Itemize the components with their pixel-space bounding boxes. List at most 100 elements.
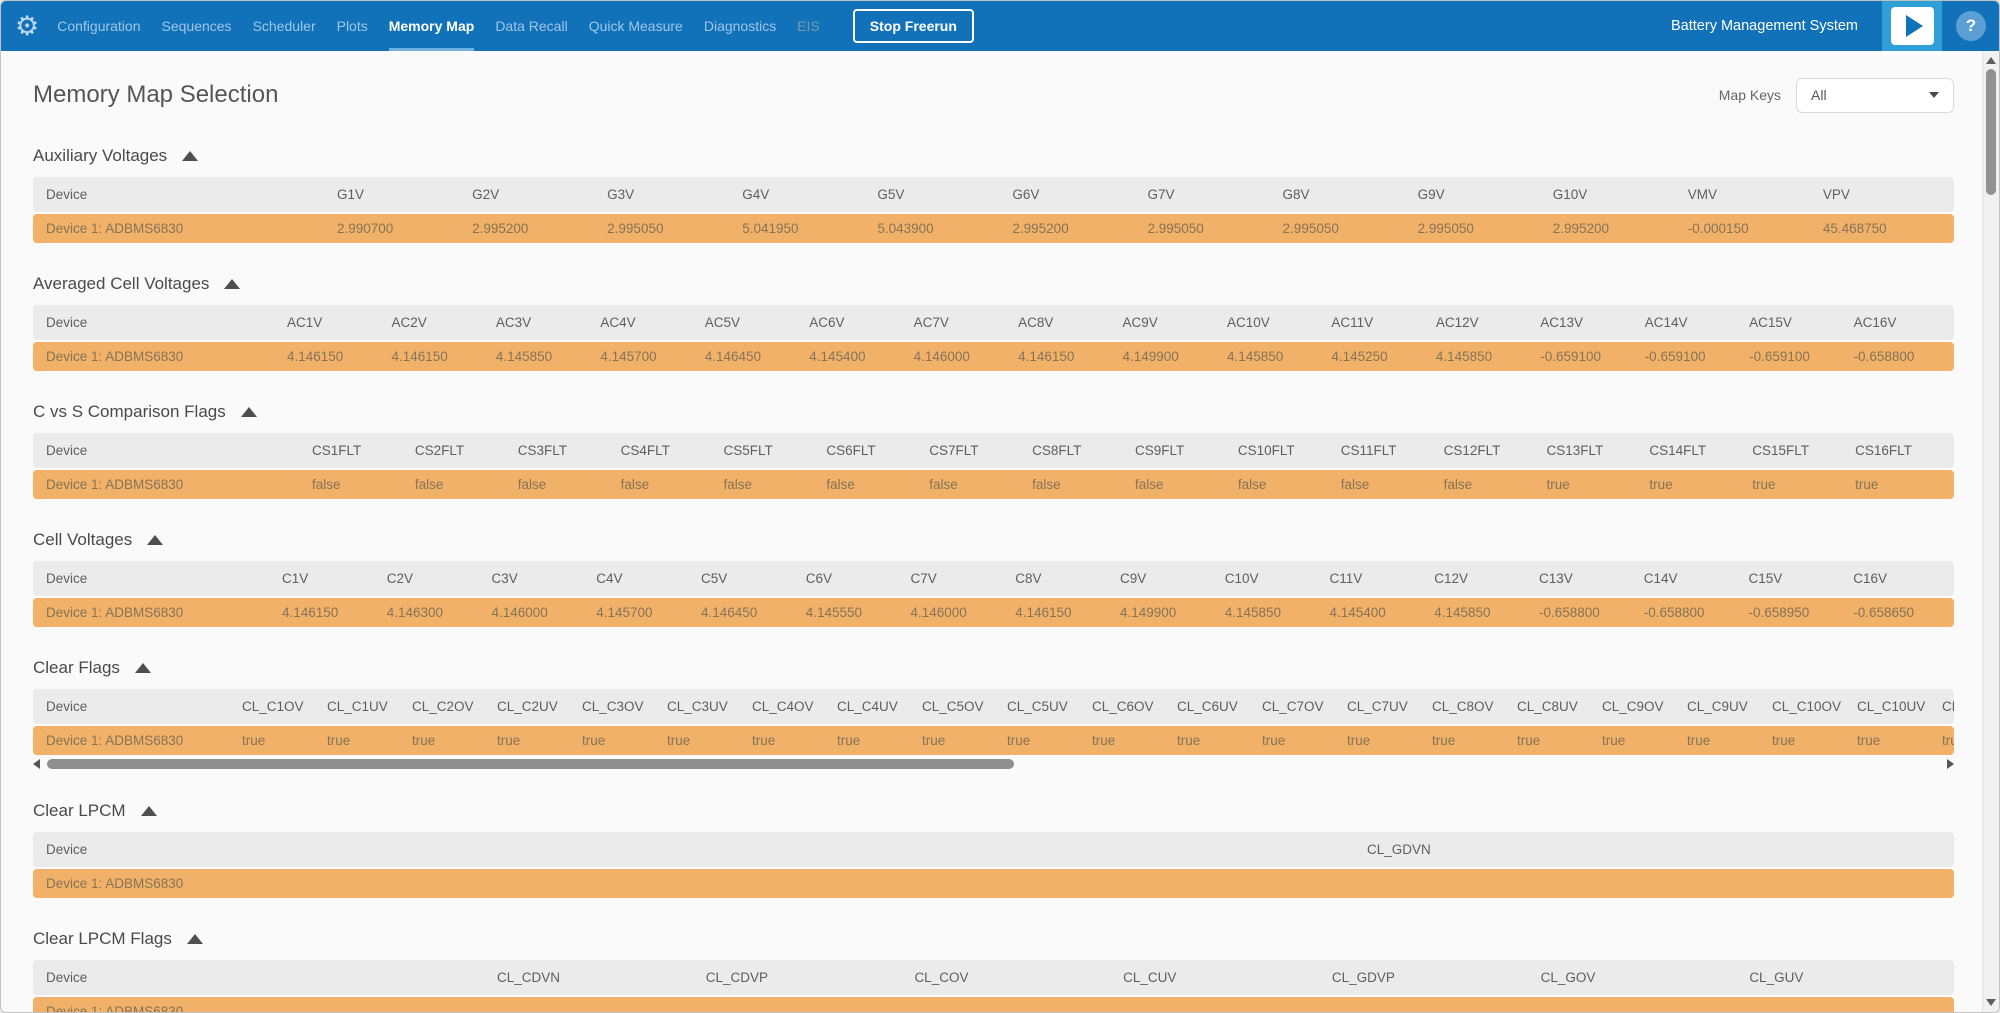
data-row[interactable]: Device 1: ADBMS6830 4.146150 4.146300 4.14… bbox=[33, 598, 1954, 627]
column-header: CS2FLT bbox=[414, 443, 465, 458]
section-title: Auxiliary Voltages bbox=[33, 146, 168, 165]
collapse-icon[interactable] bbox=[186, 934, 203, 944]
map-keys-dropdown[interactable]: All bbox=[1796, 77, 1954, 113]
stop-freerun-button[interactable]: Stop Freerun bbox=[852, 9, 974, 43]
collapse-icon[interactable] bbox=[140, 806, 157, 816]
column-header: AC4V bbox=[600, 315, 636, 330]
value-cell: true bbox=[1752, 477, 1776, 492]
collapse-icon[interactable] bbox=[147, 535, 164, 545]
nav-item-diagnostics[interactable]: Diagnostics bbox=[703, 18, 777, 34]
value-cell: false bbox=[1237, 477, 1267, 492]
scroll-left-arrow-icon[interactable] bbox=[33, 759, 40, 769]
column-header: C5V bbox=[701, 571, 728, 586]
value-cell: false bbox=[1340, 477, 1370, 492]
collapse-icon[interactable] bbox=[134, 663, 151, 673]
column-header: AC13V bbox=[1540, 315, 1584, 330]
data-row[interactable]: Device 1: ADBMS6830 bbox=[33, 997, 1954, 1012]
value-cell: 2.995050 bbox=[1417, 221, 1474, 236]
column-header: AC5V bbox=[704, 315, 741, 330]
column-header: G6V bbox=[1012, 187, 1040, 202]
value-cell: true bbox=[412, 733, 436, 748]
run-button[interactable] bbox=[1882, 1, 1942, 51]
data-row[interactable]: Device 1: ADBMS6830 4.146150 4.146150 4.14… bbox=[33, 342, 1954, 371]
gear-icon[interactable]: ⚙ bbox=[15, 10, 40, 41]
scroll-down-arrow-icon[interactable] bbox=[1986, 999, 1996, 1006]
value-cell: false bbox=[1135, 477, 1164, 492]
collapse-icon[interactable] bbox=[182, 151, 199, 161]
column-header: CL_C5UV bbox=[1007, 699, 1068, 714]
value-cell: true bbox=[1772, 733, 1796, 748]
value-cell: true bbox=[1857, 733, 1881, 748]
value-cell: 5.043900 bbox=[877, 221, 934, 236]
value-cell: 2.995050 bbox=[607, 221, 664, 236]
nav-item-quick-measure[interactable]: Quick Measure bbox=[588, 18, 683, 34]
column-header: CL_C7UV bbox=[1347, 699, 1408, 714]
value-cell: true bbox=[837, 733, 861, 748]
column-header: CS11FLT bbox=[1340, 443, 1397, 458]
data-row[interactable]: Device 1: ADBMS6830 2.990700 2.995200 2.99… bbox=[33, 214, 1954, 243]
value-cell: 2.995050 bbox=[1147, 221, 1204, 236]
nav-item-data-recall[interactable]: Data Recall bbox=[495, 18, 568, 34]
nav-item-memory-map[interactable]: Memory Map bbox=[388, 1, 475, 51]
collapse-icon[interactable] bbox=[224, 279, 241, 289]
nav-item-plots[interactable]: Plots bbox=[336, 18, 368, 34]
nav-item-sequences[interactable]: Sequences bbox=[161, 18, 232, 34]
value-cell: true bbox=[1602, 733, 1626, 748]
column-header: AC11V bbox=[1331, 315, 1374, 330]
value-cell: 45.468750 bbox=[1822, 221, 1887, 236]
column-header: CL_C6UV bbox=[1177, 699, 1238, 714]
column-header: C6V bbox=[805, 571, 833, 586]
nav-item-configuration[interactable]: Configuration bbox=[57, 18, 141, 34]
column-header: CS12FLT bbox=[1443, 443, 1501, 458]
section-title: Averaged Cell Voltages bbox=[33, 274, 210, 293]
column-header: CL_C10OV bbox=[1772, 699, 1842, 714]
value-cell: 2.995200 bbox=[472, 221, 529, 236]
value-cell: -0.658800 bbox=[1643, 605, 1705, 620]
collapse-icon[interactable] bbox=[240, 407, 257, 417]
column-header: CL_GUV bbox=[1749, 970, 1804, 985]
value-cell: 2.990700 bbox=[337, 221, 394, 236]
scroll-up-arrow-icon[interactable] bbox=[1986, 57, 1996, 64]
value-cell: true bbox=[1432, 733, 1456, 748]
data-row[interactable]: Device 1: ADBMS6830 true true true true true… bbox=[33, 726, 1954, 755]
horizontal-scroll-track[interactable] bbox=[45, 759, 1942, 769]
header-row: Device CL_C1OV CL_C1UV CL_C2OV CL_C2UV CL_C3… bbox=[33, 689, 1954, 724]
value-cell: true bbox=[242, 733, 266, 748]
device-column-header: Device bbox=[46, 443, 88, 458]
play-icon bbox=[1890, 7, 1934, 45]
data-table: Device CS1FLT CS2FLT CS3FLT CS4FLT CS5FLT CS6… bbox=[33, 433, 1954, 499]
column-header: C16V bbox=[1853, 571, 1888, 586]
vertical-scrollbar[interactable] bbox=[1982, 51, 1999, 1012]
value-cell: -0.658800 bbox=[1853, 349, 1915, 364]
navbar-right: Battery Management System ? bbox=[1671, 1, 1999, 51]
column-header: CL_CDVP bbox=[705, 970, 768, 985]
column-header: CL_COV bbox=[914, 970, 969, 985]
data-row[interactable]: Device 1: ADBMS6830 bbox=[33, 869, 1954, 898]
column-header: C4V bbox=[596, 571, 623, 586]
column-header: CL_C1UV bbox=[327, 699, 388, 714]
header-row: Device CS1FLT CS2FLT CS3FLT CS4FLT CS5FLT CS6… bbox=[33, 433, 1954, 468]
value-cell: true bbox=[1177, 733, 1201, 748]
data-row[interactable]: Device 1: ADBMS6830 false false false false… bbox=[33, 470, 1954, 499]
column-header: CL_C6OV bbox=[1092, 699, 1154, 714]
column-header: CL_C9OV bbox=[1602, 699, 1664, 714]
memory-map-section: C vs S Comparison Flags Device CS1FLT CS2… bbox=[33, 401, 1954, 499]
scroll-right-arrow-icon[interactable] bbox=[1947, 759, 1954, 769]
value-cell: false bbox=[312, 477, 341, 492]
value-cell: true bbox=[1007, 733, 1031, 748]
column-header: CL_GOV bbox=[1540, 970, 1596, 985]
value-cell: 2.995050 bbox=[1282, 221, 1339, 236]
value-cell: -0.000150 bbox=[1687, 221, 1749, 236]
column-header: C12V bbox=[1434, 571, 1469, 586]
help-icon[interactable]: ? bbox=[1956, 11, 1986, 41]
memory-map-section: Clear LPCM Flags Device CL_CDVN CL_CDVP CL… bbox=[33, 928, 1954, 1012]
nav-item-scheduler[interactable]: Scheduler bbox=[252, 18, 316, 34]
vertical-scroll-thumb[interactable] bbox=[1986, 69, 1996, 195]
value-cell: 4.146000 bbox=[910, 605, 967, 620]
horizontal-scrollbar[interactable] bbox=[33, 758, 1954, 770]
column-header: CL_CDVN bbox=[497, 970, 561, 985]
column-header: CL_C2UV bbox=[497, 699, 558, 714]
horizontal-scroll-thumb[interactable] bbox=[47, 759, 1015, 769]
nav-item-eis[interactable]: EIS bbox=[797, 18, 820, 34]
value-cell: -0.659100 bbox=[1644, 349, 1706, 364]
